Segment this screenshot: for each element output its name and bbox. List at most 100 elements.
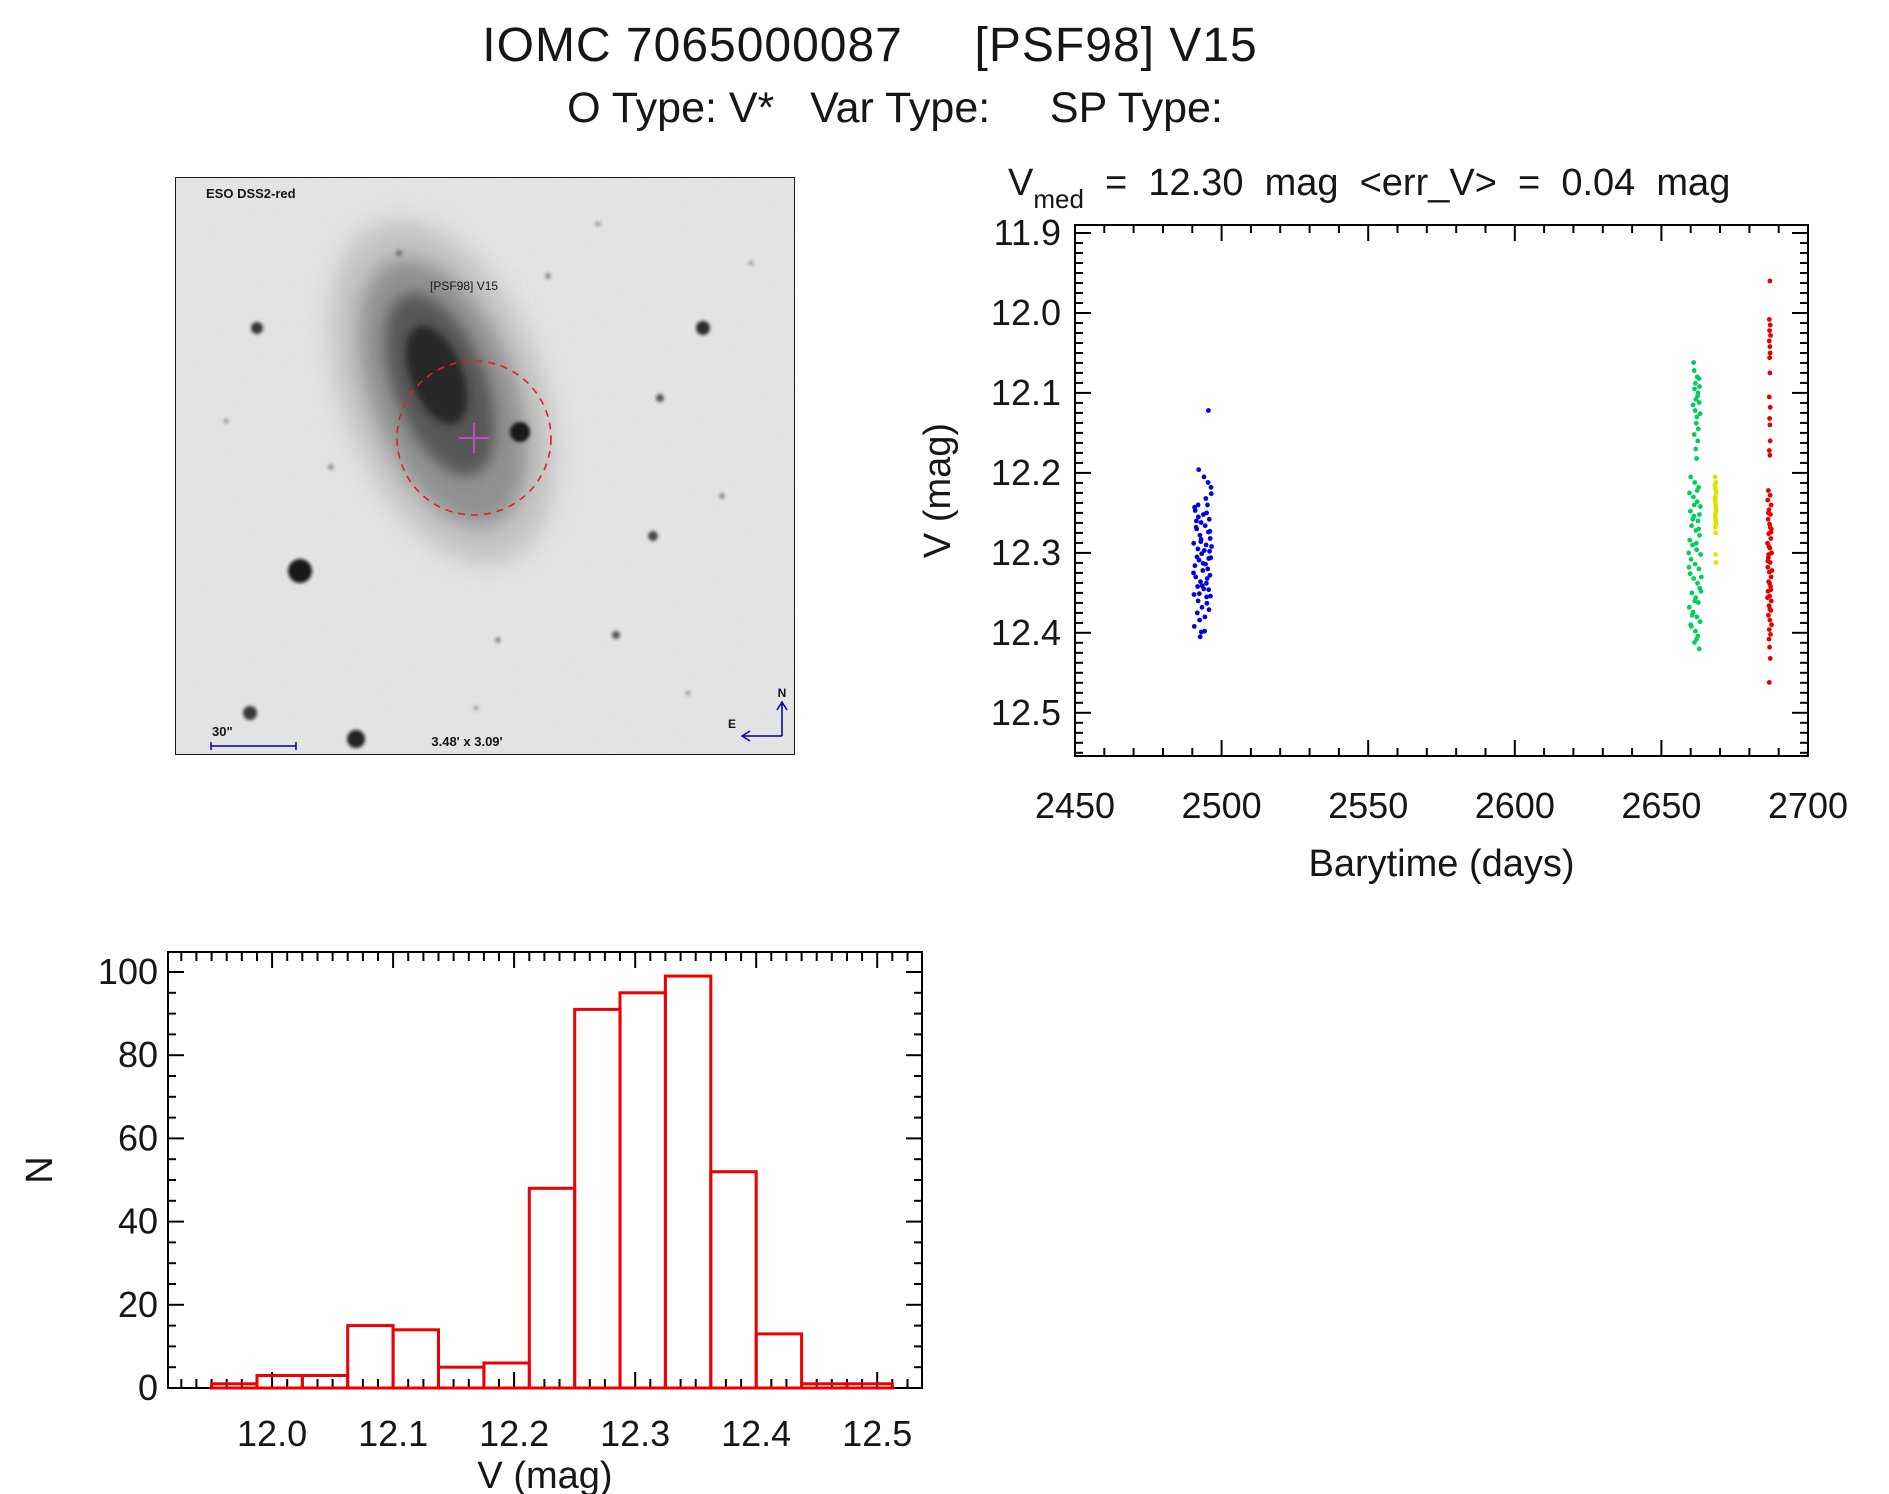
data-point xyxy=(1697,532,1702,538)
sky-finder-svg: ESO DSS2-red [PSF98] V15 30" 3.48' x 3.0… xyxy=(176,178,794,754)
data-point xyxy=(1694,636,1699,642)
data-point xyxy=(1203,542,1209,548)
data-point xyxy=(1687,537,1693,543)
data-point xyxy=(1208,491,1214,497)
data-point xyxy=(1207,528,1213,534)
data-point xyxy=(1768,502,1774,508)
histogram-ticks xyxy=(168,952,922,1389)
data-point xyxy=(1198,536,1204,542)
data-point xyxy=(1195,546,1201,552)
lc-title-sub: med xyxy=(1033,183,1084,214)
hist-bar xyxy=(346,1324,395,1390)
data-point xyxy=(1767,524,1773,530)
lc-series-epoch-yellow xyxy=(1712,474,1719,565)
data-point xyxy=(1765,595,1770,601)
data-point xyxy=(1769,568,1775,573)
data-point xyxy=(1686,550,1692,556)
data-point xyxy=(1768,529,1774,535)
star xyxy=(495,637,501,643)
data-point xyxy=(1204,510,1209,516)
x-tick-label: 2550 xyxy=(1328,785,1408,826)
data-point xyxy=(1196,591,1202,597)
data-point xyxy=(1694,488,1700,493)
data-point xyxy=(1767,452,1773,458)
data-point xyxy=(1689,523,1694,529)
plot-frame xyxy=(1074,224,1809,757)
data-point xyxy=(1767,422,1773,428)
data-point xyxy=(1686,604,1692,610)
star xyxy=(545,273,551,279)
y-tick-label: 60 xyxy=(118,1117,158,1158)
star xyxy=(243,706,257,720)
data-point xyxy=(1713,552,1718,557)
data-point xyxy=(1766,636,1772,642)
data-point xyxy=(1205,502,1210,508)
x-axis-label: Barytime (days) xyxy=(1308,843,1574,885)
data-point xyxy=(1198,520,1204,525)
data-point xyxy=(1191,570,1196,576)
data-point xyxy=(1205,480,1211,485)
data-point xyxy=(1206,408,1211,413)
compass-north-label: N xyxy=(778,686,787,700)
data-point xyxy=(1197,617,1202,623)
hist-bar xyxy=(300,1374,350,1390)
data-point xyxy=(1767,617,1773,623)
star xyxy=(719,493,725,499)
lc-series-epoch-blue xyxy=(1191,408,1214,640)
y-tick-label: 40 xyxy=(118,1201,158,1242)
data-point xyxy=(1766,627,1772,632)
x-tick-label: 2650 xyxy=(1621,785,1701,826)
star xyxy=(685,690,691,696)
data-point xyxy=(1691,494,1696,500)
page-subtitle: O Type: V* Var Type: SP Type: xyxy=(567,84,1223,132)
hist-bar xyxy=(663,974,713,1390)
data-point xyxy=(1191,540,1197,546)
data-point xyxy=(1765,558,1771,564)
data-point xyxy=(1205,566,1211,572)
target-circle xyxy=(396,360,552,516)
star xyxy=(656,394,664,402)
data-point xyxy=(1713,488,1719,493)
data-point xyxy=(1695,518,1701,524)
hist-bar xyxy=(573,1007,622,1390)
star xyxy=(223,418,229,424)
data-point xyxy=(1694,456,1699,461)
data-point xyxy=(1199,604,1205,610)
galaxy xyxy=(329,220,557,564)
data-point xyxy=(1194,610,1200,616)
data-point xyxy=(1193,524,1199,530)
compass-arrows-icon xyxy=(740,700,788,742)
data-point xyxy=(1202,523,1208,529)
data-point xyxy=(1769,622,1774,628)
y-tick-label: 20 xyxy=(118,1284,158,1325)
lc-series-epoch-green xyxy=(1686,360,1704,652)
target-cross-icon xyxy=(459,423,489,453)
x-tick-label: 2600 xyxy=(1475,785,1555,826)
histogram-bars xyxy=(210,974,894,1390)
data-point xyxy=(1196,467,1202,473)
data-point xyxy=(1766,338,1772,344)
data-point xyxy=(1691,360,1697,365)
data-point xyxy=(1697,512,1702,517)
star xyxy=(251,322,263,334)
data-point xyxy=(1695,393,1700,399)
data-point xyxy=(1689,590,1695,596)
star xyxy=(396,250,402,256)
data-point xyxy=(1200,568,1206,573)
data-point xyxy=(1195,584,1200,589)
star xyxy=(510,422,530,442)
x-tick-label: 12.0 xyxy=(237,1413,307,1454)
data-point xyxy=(1206,516,1212,522)
light-curve-plot: 2450 2500 2550 2600 2650 2700 11.9 12.0 12.1 12.2… xyxy=(917,212,1848,885)
light-curve-frame xyxy=(1074,224,1809,757)
x-axis-label: V (mag) xyxy=(477,1455,612,1494)
data-point xyxy=(1713,530,1718,536)
histogram-plot: 12.0 12.1 12.2 12.3 12.4 12.5 0 20 40 60 80 100 V (m… xyxy=(19,951,923,1494)
data-point xyxy=(1695,438,1701,444)
x-tick-label: 12.3 xyxy=(600,1413,670,1454)
y-tick-label: 0 xyxy=(138,1367,158,1408)
data-point xyxy=(1688,556,1694,562)
data-point xyxy=(1713,510,1718,516)
